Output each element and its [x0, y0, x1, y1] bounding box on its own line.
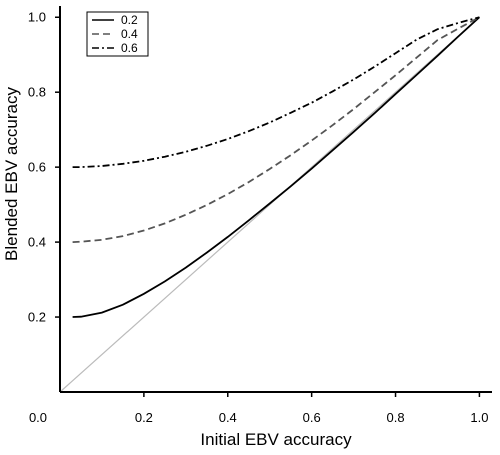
legend-label-0.4: 0.4 [121, 27, 138, 41]
series-line-0.6 [72, 16, 480, 169]
y-axis-ticks: 0.2 0.4 0.6 0.8 1.0 [28, 10, 60, 325]
legend-items: 0.20.40.6 [92, 13, 138, 55]
series-layer [72, 16, 481, 318]
y-axis-title: Blended EBV accuracy [2, 87, 21, 261]
y-tick-label: 0.4 [28, 235, 46, 250]
y-tick-label: 0.2 [28, 310, 46, 325]
x-tick-label: 0.6 [303, 410, 321, 425]
origin-tick-label: 0.0 [29, 410, 47, 425]
y-tick-label: 0.6 [28, 160, 46, 175]
y-tick-label: 1.0 [28, 10, 46, 25]
legend-label-0.2: 0.2 [121, 13, 138, 27]
x-axis-title: Initial EBV accuracy [200, 430, 352, 449]
x-tick-label: 0.8 [386, 410, 404, 425]
series-line-0.4 [72, 16, 480, 243]
x-tick-label: 1.0 [470, 410, 488, 425]
legend-label-0.6: 0.6 [121, 41, 138, 55]
y-tick-label: 0.8 [28, 85, 46, 100]
x-tick-label: 0.4 [219, 410, 237, 425]
legend: 0.20.40.6 [86, 11, 149, 57]
series-line-0.2 [72, 16, 481, 318]
plot-area [59, 6, 492, 393]
x-axis-ticks: 0.2 0.4 0.6 0.8 1.0 [135, 392, 488, 425]
x-tick-label: 0.2 [135, 410, 153, 425]
